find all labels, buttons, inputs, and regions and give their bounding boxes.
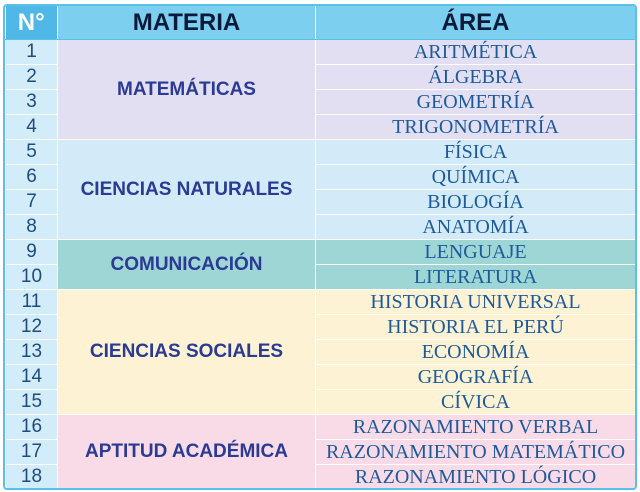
area-cell: CÍVICA (315, 389, 635, 415)
header-area: ÁREA (315, 6, 635, 40)
area-cell: BIOLOGÍA (315, 189, 635, 215)
row-number: 18 (5, 464, 58, 488)
table-row: 15 CÍVICA (5, 389, 635, 415)
area-cell: ARITMÉTICA (315, 39, 635, 65)
table-row: 6 QUÍMICA (5, 164, 635, 190)
row-number: 7 (5, 189, 58, 215)
row-number: 14 (5, 364, 58, 390)
row-number: 5 (5, 139, 58, 165)
table-row: 5 CIENCIAS NATURALES FÍSICA (5, 139, 635, 240)
materia-cell: CIENCIAS SOCIALES (57, 289, 316, 415)
table-row: 17 RAZONAMIENTO MATEMÁTICO (5, 439, 635, 465)
table-row: 7 BIOLOGÍA (5, 189, 635, 215)
row-number: 3 (5, 89, 58, 115)
row-number: 10 (5, 264, 58, 290)
table-row: 12 HISTORIA EL PERÚ (5, 314, 635, 340)
area-cell: RAZONAMIENTO LÓGICO (315, 464, 635, 488)
area-cell: RAZONAMIENTO VERBAL (315, 414, 635, 440)
table-row: 18 RAZONAMIENTO LÓGICO (5, 464, 635, 488)
materia-cell: APTITUD ACADÉMICA (57, 414, 316, 488)
area-cell: ECONOMÍA (315, 339, 635, 365)
table-row: 3 GEOMETRÍA (5, 89, 635, 115)
area-cell: ANATOMÍA (315, 214, 635, 240)
materia-cell: CIENCIAS NATURALES (57, 139, 316, 240)
area-cell: HISTORIA UNIVERSAL (315, 289, 635, 315)
area-cell: QUÍMICA (315, 164, 635, 190)
row-number: 11 (5, 289, 58, 315)
table-row: 14 GEOGRAFÍA (5, 364, 635, 390)
row-number: 15 (5, 389, 58, 415)
area-cell: TRIGONOMETRÍA (315, 114, 635, 140)
table-row: 2 ÁLGEBRA (5, 64, 635, 90)
area-cell: LENGUAJE (315, 239, 635, 265)
row-number: 17 (5, 439, 58, 465)
header-row: N° MATERIA ÁREA (5, 6, 635, 40)
table-row: 11 CIENCIAS SOCIALES HISTORIA UNIVERSAL (5, 289, 635, 415)
table-row: 13 ECONOMÍA (5, 339, 635, 365)
subjects-table: N° MATERIA ÁREA 1 MATEMÁTICAS ARITMÉTICA 2 Á… (5, 6, 635, 488)
row-number: 1 (5, 39, 58, 65)
table-row: 1 MATEMÁTICAS ARITMÉTICA (5, 39, 635, 140)
area-cell: GEOMETRÍA (315, 89, 635, 115)
row-number: 9 (5, 239, 58, 265)
header-number: N° (5, 6, 58, 40)
table-row: 16 APTITUD ACADÉMICA RAZONAMIENTO VERBAL (5, 414, 635, 488)
materia-cell: MATEMÁTICAS (57, 39, 316, 140)
row-number: 12 (5, 314, 58, 340)
row-number: 16 (5, 414, 58, 440)
area-cell: HISTORIA EL PERÚ (315, 314, 635, 340)
table-row: 9 COMUNICACIÓN LENGUAJE (5, 239, 635, 290)
row-number: 13 (5, 339, 58, 365)
area-cell: FÍSICA (315, 139, 635, 165)
row-number: 4 (5, 114, 58, 140)
row-number: 8 (5, 214, 58, 240)
materia-cell: COMUNICACIÓN (57, 239, 316, 290)
table-row: 10 LITERATURA (5, 264, 635, 290)
row-number: 2 (5, 64, 58, 90)
area-cell: GEOGRAFÍA (315, 364, 635, 390)
subjects-table-frame: N° MATERIA ÁREA 1 MATEMÁTICAS ARITMÉTICA 2 Á… (3, 4, 637, 490)
table-body: 1 MATEMÁTICAS ARITMÉTICA 2 ÁLGEBRA 3 GEOMETRÍA… (5, 39, 635, 488)
area-cell: LITERATURA (315, 264, 635, 290)
row-number: 6 (5, 164, 58, 190)
header-materia: MATERIA (57, 6, 316, 40)
area-cell: ÁLGEBRA (315, 64, 635, 90)
area-cell: RAZONAMIENTO MATEMÁTICO (315, 439, 635, 465)
